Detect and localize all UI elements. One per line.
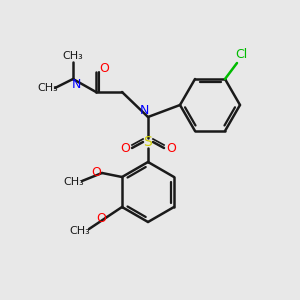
- Text: O: O: [120, 142, 130, 154]
- Text: CH₃: CH₃: [38, 83, 58, 93]
- Text: Cl: Cl: [235, 47, 247, 61]
- Text: CH₃: CH₃: [64, 177, 84, 187]
- Text: O: O: [91, 166, 101, 178]
- Text: CH₃: CH₃: [63, 51, 83, 61]
- Text: O: O: [99, 61, 109, 74]
- Text: S: S: [144, 135, 152, 149]
- Text: O: O: [96, 212, 106, 226]
- Text: N: N: [139, 103, 149, 116]
- Text: N: N: [71, 77, 81, 91]
- Text: O: O: [166, 142, 176, 154]
- Text: CH₃: CH₃: [70, 226, 90, 236]
